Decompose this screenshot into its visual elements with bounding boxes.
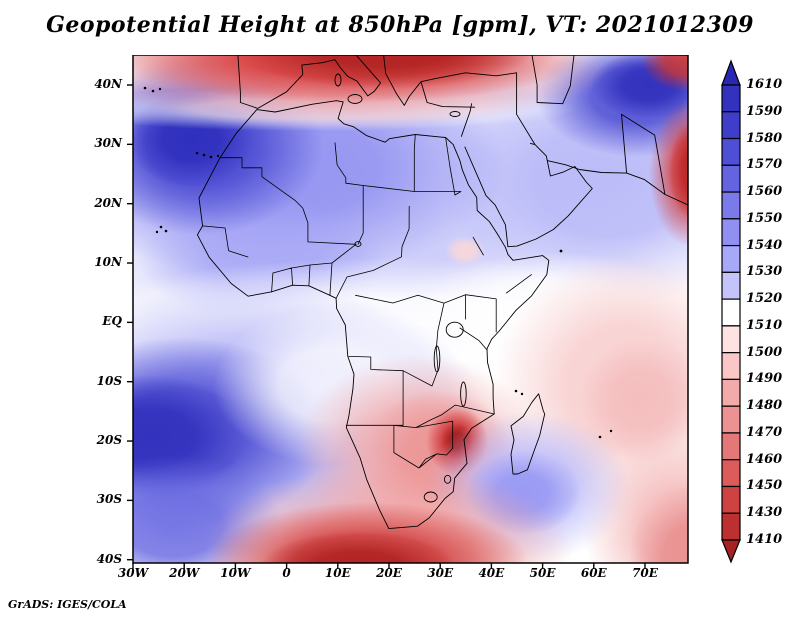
y-tick-label: 10S <box>96 373 122 388</box>
colorbar-label: 1490 <box>746 371 783 387</box>
colorbar-segment <box>721 432 741 461</box>
y-tick-label: 20N <box>94 195 122 210</box>
x-tick-label: 30E <box>427 566 454 580</box>
y-tick-label: 10N <box>94 255 122 270</box>
map-canvas <box>127 55 689 569</box>
map-frame <box>132 55 689 564</box>
colorbar-label: 1500 <box>746 344 783 360</box>
colorbar-segment <box>721 405 741 434</box>
contour-blob <box>629 485 688 563</box>
colorbar-label: 1430 <box>746 505 783 521</box>
colorbar-segment <box>721 378 741 407</box>
contour-blob <box>641 55 688 91</box>
colorbar <box>721 59 741 564</box>
axis-ticks <box>127 84 646 569</box>
colorbar-label: 1570 <box>746 157 783 173</box>
colorbar-label: 1580 <box>746 130 783 146</box>
colorbar-segment <box>721 164 741 193</box>
colorbar-label: 1550 <box>746 210 783 226</box>
x-tick-label: 10W <box>220 566 251 580</box>
middle-east-coastline-path <box>460 72 688 248</box>
colorbar-segment <box>721 298 741 327</box>
x-tick-label: 30W <box>117 566 149 580</box>
lakes <box>334 73 467 503</box>
colorbar-label: 1560 <box>746 184 783 200</box>
madagascar-coastline-path <box>510 393 546 475</box>
x-tick-label: 50E <box>529 566 556 580</box>
colorbar-segment <box>721 352 741 381</box>
colorbar-segment <box>721 459 741 488</box>
colorbar-segment <box>721 84 741 113</box>
colorbar-segment <box>721 512 741 541</box>
y-tick-label: 40S <box>96 551 122 566</box>
colorbar-label: 1450 <box>746 478 783 494</box>
contour-blob <box>259 531 457 563</box>
plot-title: Geopotential Height at 850hPa [gpm], VT:… <box>46 12 754 38</box>
contour-blob <box>236 55 534 89</box>
colorbar-arrow-top <box>721 59 741 86</box>
colorbar-label: 1410 <box>746 532 783 547</box>
country-borders-path <box>202 134 532 469</box>
y-tick-label: 40N <box>94 77 122 91</box>
colorbar-segment <box>721 191 741 220</box>
x-tick-label: 0 <box>282 566 291 580</box>
colorbar-segment <box>721 218 741 247</box>
contour-field <box>133 55 688 563</box>
x-tick-label: 40E <box>478 566 505 580</box>
y-tick-label: 20S <box>96 433 122 448</box>
colorbar-arrow-bottom <box>721 539 741 564</box>
island-dots <box>143 86 613 439</box>
colorbar-segment <box>721 137 741 166</box>
colorbar-segment <box>721 111 741 140</box>
africa-coastline-path <box>196 100 550 530</box>
europe-coastline-path <box>237 55 575 109</box>
colorbar-label: 1510 <box>746 317 783 333</box>
colorbar-segment <box>721 244 741 273</box>
x-tick-label: 60E <box>580 566 607 580</box>
contour-blob <box>579 338 688 462</box>
colorbar-label: 1530 <box>746 264 783 280</box>
grads-credit: GrADS: IGES/COLA <box>8 598 127 611</box>
colorbar-segment <box>721 271 741 300</box>
colorbar-label: 1480 <box>746 398 783 414</box>
x-tick-label: 70E <box>632 566 658 580</box>
contour-blob <box>669 121 688 219</box>
colorbar-label: 1470 <box>746 424 783 440</box>
colorbar-label: 1610 <box>746 77 783 92</box>
colorbar-label: 1520 <box>746 291 783 307</box>
colorbar-segment <box>721 325 741 354</box>
y-tick-label: EQ <box>102 314 122 329</box>
y-tick-label: 30N <box>94 136 122 151</box>
x-tick-label: 20E <box>376 566 402 580</box>
x-tick-label: 20W <box>169 566 200 580</box>
colorbar-label: 1460 <box>746 451 783 467</box>
x-tick-label: 10E <box>324 566 351 580</box>
colorbar-segment <box>721 485 741 514</box>
colorbar-label: 1590 <box>746 103 783 119</box>
contour-blob <box>445 236 485 266</box>
y-tick-label: 30S <box>96 492 122 507</box>
colorbar-label: 1540 <box>746 237 783 253</box>
